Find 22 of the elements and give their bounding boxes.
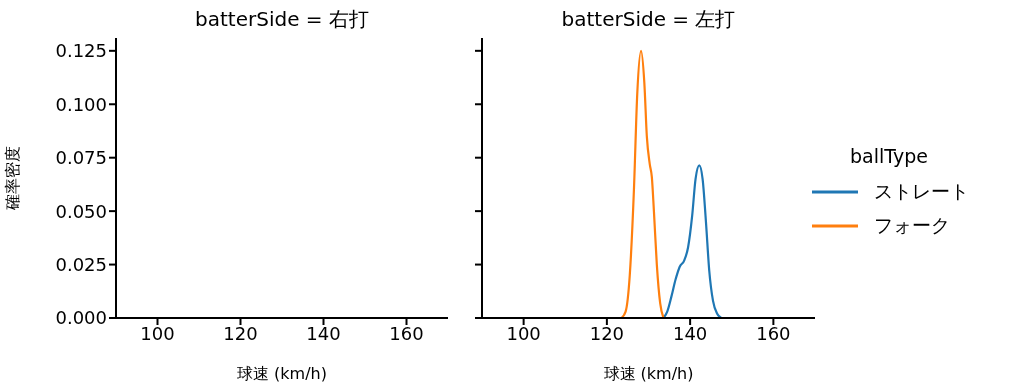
x-tick-label: 160 xyxy=(389,322,424,344)
x-tick-label: 140 xyxy=(306,322,341,344)
legend-label: フォーク xyxy=(874,213,950,238)
chart-title: batterSide = 左打 xyxy=(560,6,737,33)
y-tick-label: 0.000 xyxy=(55,307,107,329)
y-tick-label: 0.050 xyxy=(55,200,107,222)
y-tick-label: 0.100 xyxy=(55,93,107,115)
x-axis-title: 球速 (km/h) xyxy=(603,364,694,383)
chart-title: batterSide = 右打 xyxy=(194,6,370,33)
y-axis-title: 確率密度 xyxy=(2,146,22,211)
y-tick-label: 0.125 xyxy=(55,40,107,62)
legend-title: ballType xyxy=(850,145,929,167)
x-tick-label: 140 xyxy=(672,322,708,344)
y-tick-label: 0.075 xyxy=(55,147,107,169)
x-tick-label: 160 xyxy=(756,322,791,344)
y-tick-label: 0.025 xyxy=(55,253,107,275)
legend-label: ストレート xyxy=(874,179,969,204)
x-tick-label: 100 xyxy=(140,322,175,344)
x-axis-title: 球速 (km/h) xyxy=(237,364,327,383)
x-tick-label: 100 xyxy=(506,322,541,344)
x-tick-label: 120 xyxy=(589,322,625,344)
x-tick-label: 120 xyxy=(223,322,258,344)
